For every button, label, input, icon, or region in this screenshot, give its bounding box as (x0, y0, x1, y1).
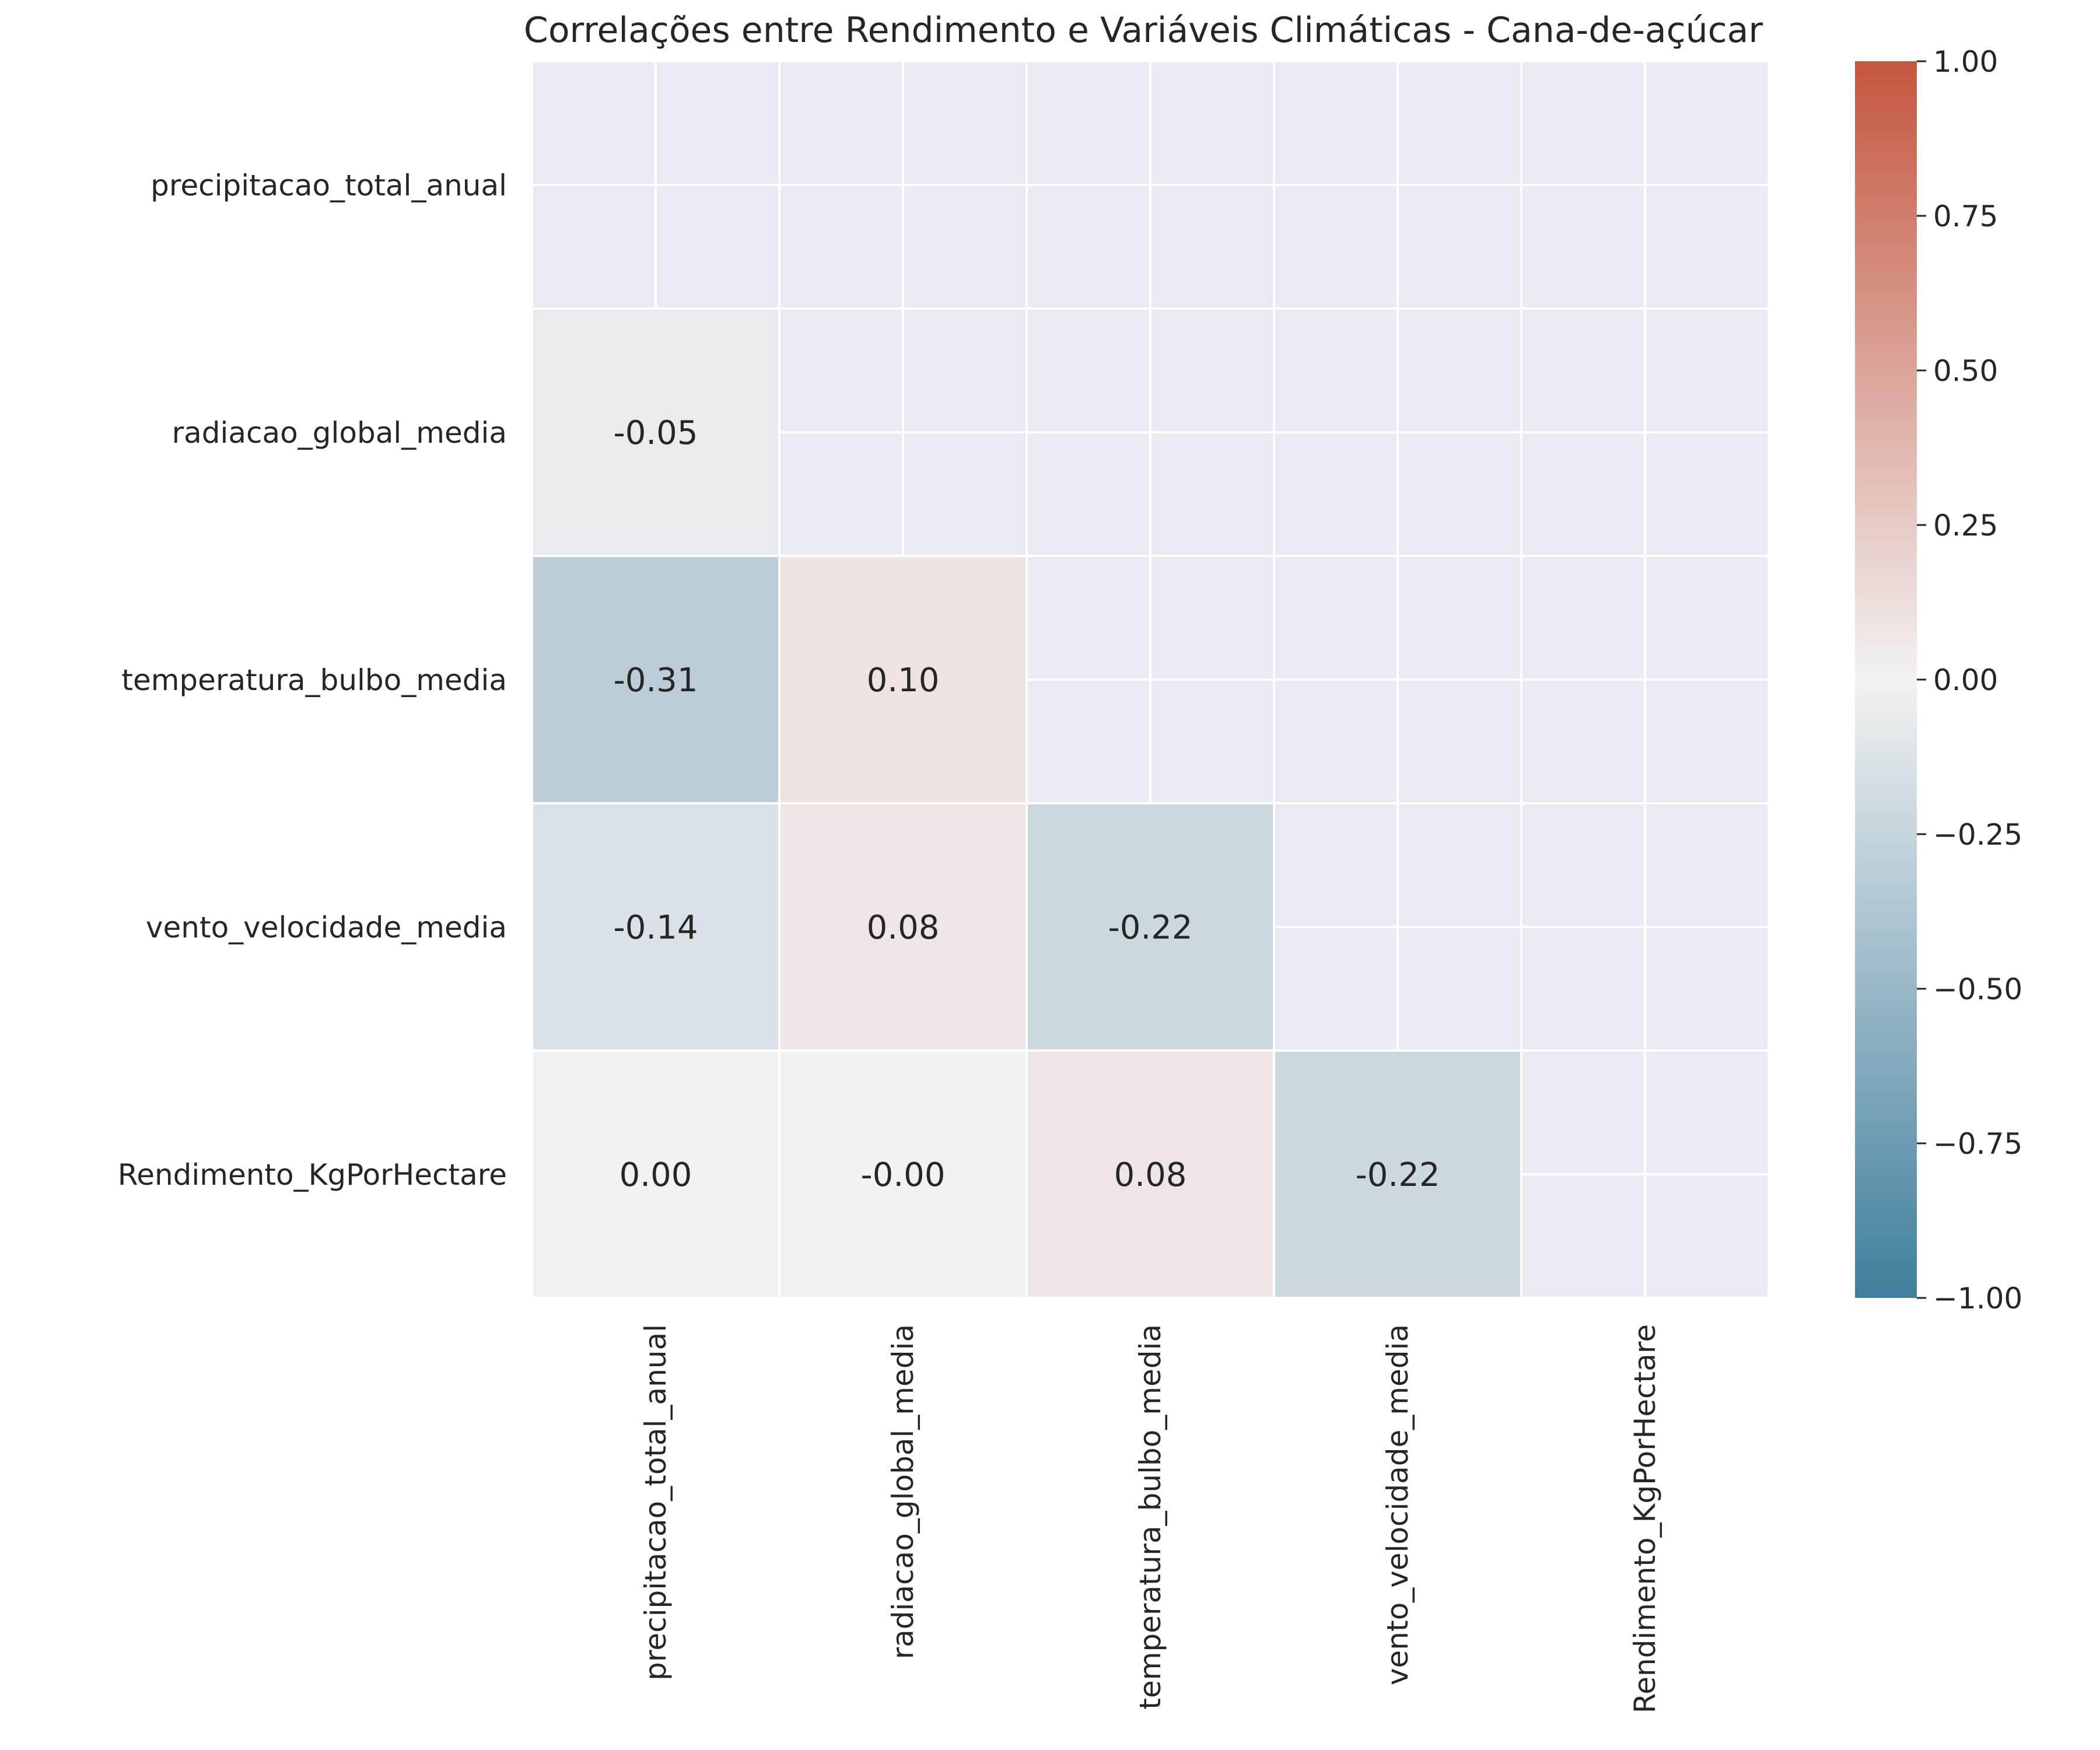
cell-value-label: 0.08 (867, 909, 940, 947)
cell-value-label: 0.08 (1114, 1156, 1187, 1194)
cell-value-label: -0.05 (614, 414, 698, 452)
x-tick-label: radiacao_global_media (886, 1324, 920, 1659)
plot-area: -0.05 -0.31 0.10 -0.14 0.08 -0.22 0.00 -0.00 0.0… (118, 60, 1770, 1713)
colorbar: 1.00 0.75 0.50 0.25 0.00 −0.25 −0.50 −0.75 −1.00 (1855, 45, 2022, 1315)
cell-value-label: -0.22 (1356, 1156, 1440, 1194)
y-tick-label: precipitacao_total_anual (150, 169, 507, 202)
heatmap-cell (531, 555, 780, 804)
y-tick-label: radiacao_global_media (172, 416, 507, 450)
colorbar-tick-label: −0.75 (1933, 1127, 2022, 1161)
colorbar-gradient (1855, 61, 1917, 1298)
x-tick-label: precipitacao_total_anual (639, 1324, 673, 1681)
cell-value-label: 0.10 (867, 662, 940, 699)
heatmap-cell (778, 1049, 1028, 1299)
heatmap-cell-masked (1520, 1049, 1770, 1299)
heatmap-cell (531, 802, 780, 1052)
y-tick-label: temperatura_bulbo_media (121, 663, 507, 697)
heatmap-cell (1273, 1049, 1522, 1299)
cell-value-label: -0.00 (861, 1156, 946, 1194)
chart-title: Correlações entre Rendimento e Variáveis… (524, 10, 1763, 51)
colorbar-tick-label: −0.25 (1933, 818, 2022, 852)
heatmap-cell (531, 307, 780, 557)
colorbar-tick-label: 0.50 (1933, 354, 1998, 388)
heatmap-cell (531, 1049, 780, 1299)
colorbar-tick-label: 0.00 (1933, 663, 1998, 697)
colorbar-tick-label: −1.00 (1933, 1282, 2022, 1315)
cell-value-label: -0.31 (614, 662, 698, 699)
x-tick-label: Rendimento_KgPorHectare (1628, 1324, 1662, 1713)
x-tick-label: vento_velocidade_media (1381, 1324, 1415, 1685)
heatmap-cell (1026, 1049, 1275, 1299)
colorbar-tick-label: 0.75 (1933, 200, 1998, 233)
x-tick-label: temperatura_bulbo_media (1133, 1324, 1167, 1710)
y-tick-label: vento_velocidade_media (146, 911, 507, 944)
heatmap-cell (1026, 802, 1275, 1052)
y-tick-label: Rendimento_KgPorHectare (118, 1158, 507, 1192)
colorbar-tick-label: 0.25 (1933, 509, 1998, 542)
cell-value-label: -0.22 (1108, 909, 1193, 947)
cell-value-label: -0.14 (614, 909, 698, 947)
colorbar-tick-label: −0.50 (1933, 972, 2022, 1006)
colorbar-tick-label: 1.00 (1933, 45, 1998, 79)
cell-value-label: 0.00 (620, 1156, 692, 1194)
